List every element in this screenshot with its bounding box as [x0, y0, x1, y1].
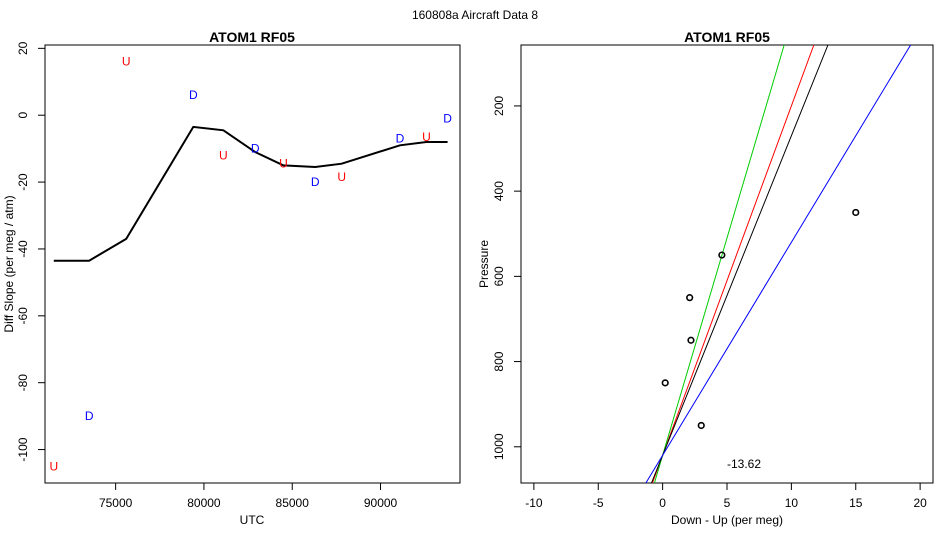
- black-line: [651, 45, 829, 483]
- left-y-tick-label: 20: [16, 41, 30, 55]
- right-y-axis-label: Pressure: [477, 240, 491, 288]
- down-point-label: D: [189, 88, 198, 102]
- down-point-label: D: [311, 175, 320, 189]
- left-x-tick-label: 90000: [364, 496, 398, 510]
- right-x-tick-label: 5: [724, 496, 731, 510]
- right-y-tick-label: 600: [492, 266, 506, 286]
- left-x-tick-label: 80000: [187, 496, 221, 510]
- right-annotation: -13.62: [727, 457, 761, 471]
- right-data-point: [686, 294, 694, 302]
- left-y-tick-label: -60: [16, 307, 30, 325]
- down-point-label: D: [443, 112, 452, 126]
- right-x-tick-label: -10: [525, 496, 543, 510]
- up-point-label: U: [337, 170, 346, 184]
- green-line: [653, 45, 785, 483]
- right-data-point: [697, 421, 705, 430]
- right-y-tick-label: 200: [492, 96, 506, 116]
- right-points-layer: [661, 208, 860, 430]
- right-x-tick-label: 0: [659, 496, 666, 510]
- down-point-label: D: [396, 132, 405, 146]
- left-x-tick-label: 85000: [276, 496, 310, 510]
- blue-line: [645, 45, 912, 483]
- right-chart: ATOM1 RF05 Down - Up (per meg) Pressure …: [477, 29, 934, 527]
- red-line: [651, 45, 815, 483]
- left-y-tick-label: -80: [16, 374, 30, 392]
- up-point-label: U: [122, 55, 131, 69]
- down-point-label: D: [251, 142, 260, 156]
- left-plot-frame: [44, 44, 461, 484]
- right-data-point: [852, 208, 860, 217]
- up-point-label: U: [219, 148, 228, 162]
- up-point-label: U: [279, 157, 288, 171]
- left-smooth-line: [53, 125, 448, 262]
- left-x-axis-label: UTC: [240, 513, 265, 527]
- left-y-axis-label: Diff Slope (per meg / atm): [2, 195, 16, 332]
- right-data-point: [661, 379, 669, 387]
- right-x-tick-label: -5: [593, 496, 604, 510]
- up-point-label: U: [422, 130, 431, 144]
- left-y-tick-label: -40: [16, 240, 30, 258]
- right-fit-lines-layer: [645, 45, 912, 483]
- up-point-label: U: [49, 459, 58, 473]
- right-x-tick-label: 10: [785, 496, 799, 510]
- left-chart: ATOM1 RF05 UTC Diff Slope (per meg / atm…: [2, 29, 461, 527]
- right-y-tick-label: 400: [492, 181, 506, 201]
- figure-suptitle: 160808a Aircraft Data 8: [412, 8, 538, 22]
- left-y-tick-label: 0: [16, 112, 30, 119]
- left-y-tick-label: -20: [16, 173, 30, 191]
- down-point-label: D: [85, 409, 94, 423]
- right-x-tick-label: 20: [913, 496, 927, 510]
- right-data-point: [718, 251, 726, 259]
- left-y-tick-label: -100: [16, 437, 30, 461]
- right-x-tick-label: 15: [849, 496, 863, 510]
- left-smooth-line-layer: [53, 125, 448, 262]
- left-chart-title: ATOM1 RF05: [209, 29, 295, 45]
- left-x-tick-label: 75000: [99, 496, 133, 510]
- right-x-axis-label: Down - Up (per meg): [671, 513, 783, 527]
- right-y-tick-label: 1000: [492, 433, 506, 460]
- right-axis-ticks: -10 -5 0 5 10 15 20 200 400 600 800 1000: [492, 96, 927, 510]
- right-chart-title: ATOM1 RF05: [684, 29, 770, 45]
- right-y-tick-label: 800: [492, 351, 506, 371]
- left-axis-ticks: 75000 80000 85000 90000 20 0 -20 -40 -60 -80 -100: [16, 41, 398, 510]
- right-data-point: [687, 336, 695, 344]
